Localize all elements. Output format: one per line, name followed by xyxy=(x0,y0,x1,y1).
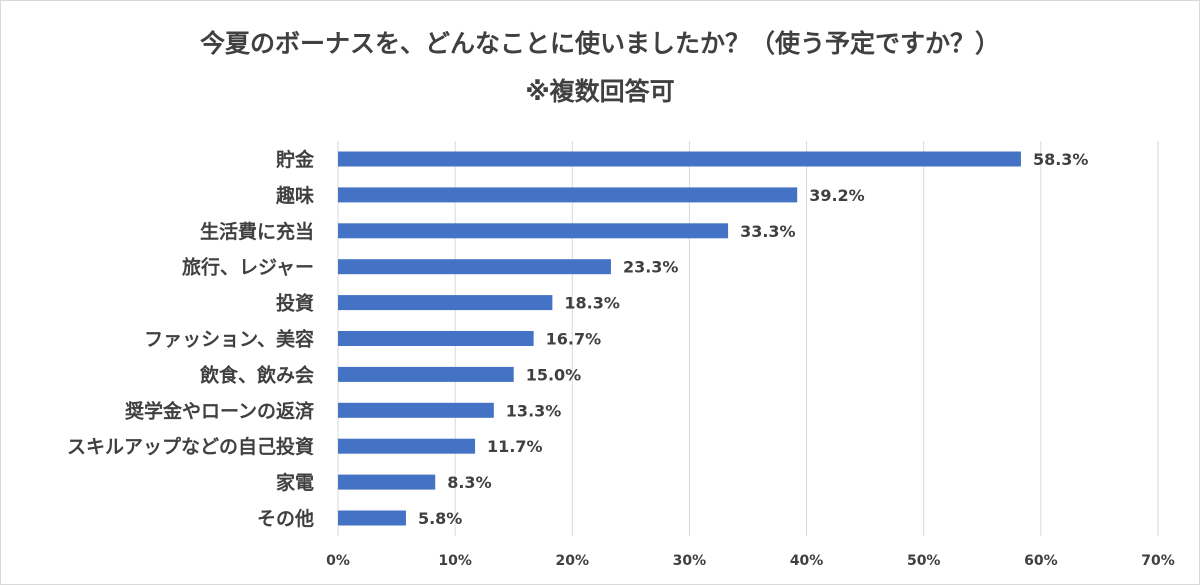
data-label: 11.7% xyxy=(487,437,543,456)
grid-lines xyxy=(337,141,1159,536)
data-label: 8.3% xyxy=(447,473,491,492)
category-label: 家電 xyxy=(276,471,314,494)
category-label: 奨学金やローンの返済 xyxy=(124,399,315,422)
x-tick-label: 0% xyxy=(326,553,350,569)
category-label: 貯金 xyxy=(276,148,315,171)
bar xyxy=(338,331,534,346)
bar xyxy=(338,402,494,418)
data-label: 23.3% xyxy=(623,258,679,277)
category-label: 趣味 xyxy=(275,184,314,207)
data-label: 16.7% xyxy=(546,330,602,349)
data-label: 18.3% xyxy=(564,294,620,313)
data-label: 15.0% xyxy=(526,365,582,384)
category-label: スキルアップなどの自己投資 xyxy=(67,435,314,458)
category-label: 旅行、レジャー xyxy=(182,256,314,279)
chart-title: 今夏のボーナスを、どんなことに使いましたか？（使う予定ですか？） xyxy=(199,29,1000,58)
bar xyxy=(338,151,1021,167)
category-label: 投資 xyxy=(276,292,314,315)
data-label: 58.3% xyxy=(1033,150,1089,169)
x-tick-label: 50% xyxy=(907,553,941,569)
bar xyxy=(338,366,514,382)
bar xyxy=(338,295,553,311)
category-label: ファッション、美容 xyxy=(144,328,314,351)
chart-subtitle: ※複数回答可 xyxy=(525,77,675,106)
data-label: 33.3% xyxy=(740,222,796,241)
x-tick-label: 40% xyxy=(790,553,824,569)
bar xyxy=(338,438,476,454)
x-axis-tick-labels: 0% 10% 20% 30% 40% 50% 60% 70% xyxy=(326,553,1175,569)
x-tick-label: 70% xyxy=(1141,553,1175,569)
data-label: 5.8% xyxy=(418,509,462,528)
bar xyxy=(338,187,798,203)
bars xyxy=(338,151,1021,526)
data-label: 13.3% xyxy=(506,401,562,420)
data-labels: 58.3% 39.2% 33.3% 23.3%18.3% 16.7% 15.0% 13.3%… xyxy=(418,150,1089,528)
bar xyxy=(338,510,406,526)
data-label: 39.2% xyxy=(809,186,865,205)
category-label: その他 xyxy=(257,507,314,530)
category-label: 飲食、飲み会 xyxy=(199,363,314,386)
x-tick-label: 10% xyxy=(438,553,472,569)
category-label: 生活費に充当 xyxy=(200,220,314,243)
x-tick-label: 60% xyxy=(1024,553,1058,569)
bar xyxy=(338,223,729,239)
bar xyxy=(338,259,611,275)
bar xyxy=(338,474,436,490)
x-tick-label: 20% xyxy=(556,553,590,569)
category-labels: 貯金趣味生活費に充当旅行、レジャー投資ファッション、美容飲食、飲み会奨学金やロー… xyxy=(67,148,315,530)
x-tick-label: 30% xyxy=(673,553,707,569)
